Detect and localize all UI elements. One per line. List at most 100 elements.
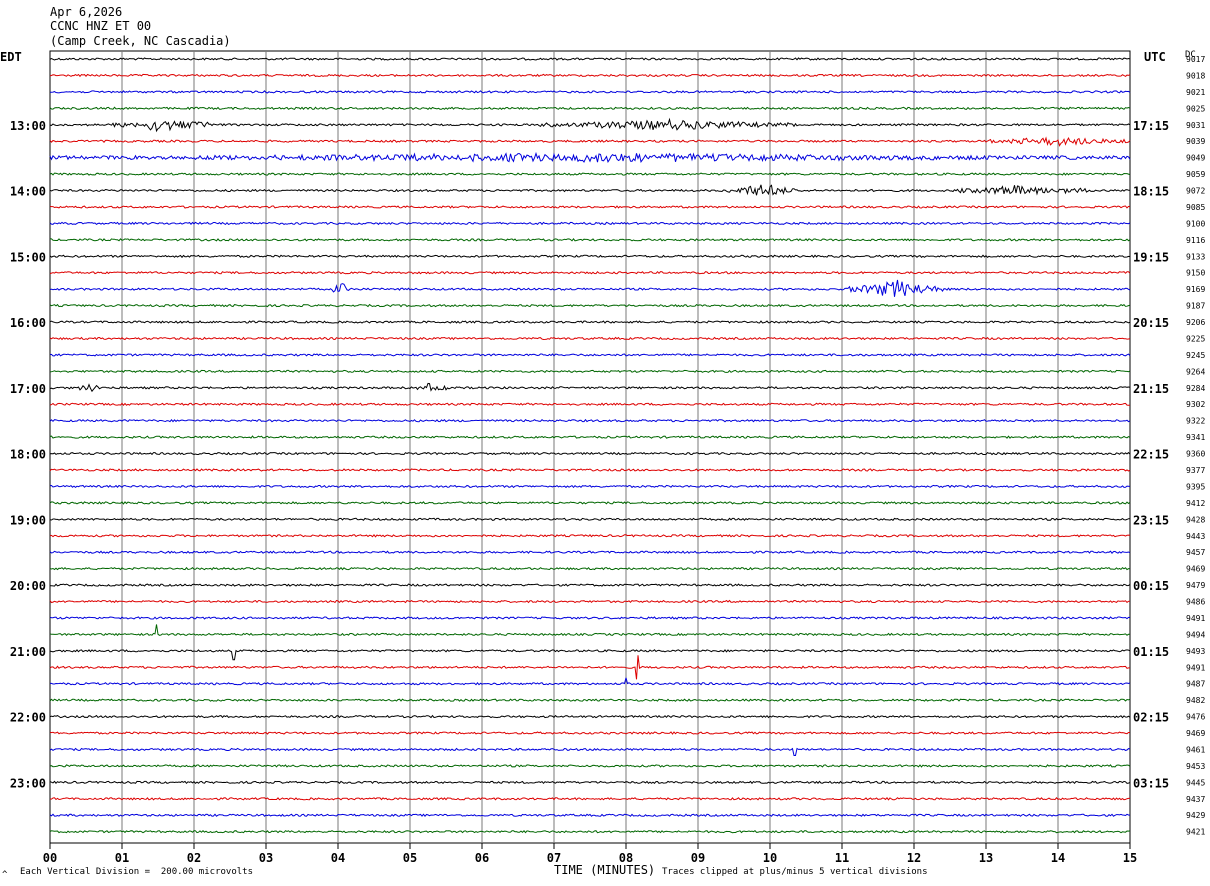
- utc-hour-label: 21:15: [1133, 382, 1169, 396]
- trace-line: [49, 353, 1131, 357]
- trace-line: [49, 73, 1131, 78]
- edt-hour-label: 16:00: [10, 316, 46, 330]
- dc-offset-label: 9284: [1186, 384, 1205, 393]
- trace-line: [49, 336, 1131, 341]
- trace-line: [49, 57, 1131, 61]
- trace-line: [49, 517, 1131, 522]
- dc-label: DC: [1185, 50, 1196, 60]
- dc-offset-label: 9017: [1186, 55, 1205, 64]
- dc-offset-label: 9461: [1186, 745, 1205, 754]
- trace-line: [50, 90, 1131, 94]
- edt-hour-label: 17:00: [10, 382, 46, 396]
- dc-offset-label: 9469: [1186, 729, 1205, 738]
- utc-axis-label: UTC: [1144, 50, 1166, 64]
- trace-line: [49, 451, 1131, 456]
- x-tick-label: 01: [115, 851, 129, 865]
- trace-line: [49, 418, 1131, 423]
- utc-hour-label: 02:15: [1133, 711, 1169, 725]
- dc-offset-label: 9445: [1186, 778, 1205, 787]
- trace-line: [50, 677, 1131, 686]
- x-tick-label: 15: [1123, 851, 1137, 865]
- dc-offset-label: 9264: [1186, 367, 1205, 376]
- x-tick-label: 00: [43, 851, 57, 865]
- dc-offset-label: 9025: [1186, 104, 1205, 113]
- edt-hour-label: 13:00: [10, 119, 46, 133]
- dc-offset-label: 9150: [1186, 269, 1205, 278]
- utc-hour-label: 19:15: [1133, 250, 1169, 264]
- trace-line: [49, 731, 1130, 735]
- trace-line: [49, 698, 1131, 702]
- x-tick-label: 06: [475, 851, 489, 865]
- dc-offset-label: 9443: [1186, 532, 1205, 541]
- clip-note: Traces clipped at plus/minus 5 vertical …: [662, 867, 928, 877]
- trace-line: [49, 616, 1131, 620]
- x-axis-title: TIME (MINUTES): [554, 863, 656, 877]
- trace-line: [49, 184, 1131, 196]
- trace-line: [49, 501, 1131, 505]
- edt-hour-label: 21:00: [10, 645, 46, 659]
- plot-frame: [49, 50, 1131, 844]
- dc-offset-label: 9206: [1186, 318, 1205, 327]
- utc-hour-label: 18:15: [1133, 185, 1169, 199]
- vertical-division-note: Each Vertical Division = 200.00 microvol…: [20, 867, 253, 877]
- dc-offset-label: 9341: [1186, 433, 1205, 442]
- trace-line: [49, 402, 1130, 406]
- dc-offset-label: 9302: [1186, 400, 1205, 409]
- dc-offset-label: 9486: [1186, 598, 1205, 607]
- trace-line: [49, 270, 1131, 275]
- dc-offset-label: 9225: [1186, 334, 1205, 343]
- edt-hour-label: 22:00: [10, 711, 46, 725]
- dc-offset-label: 9322: [1186, 417, 1205, 426]
- trace-line: [49, 764, 1131, 768]
- dc-offset-label: 9169: [1186, 285, 1205, 294]
- x-tick-label: 08: [619, 851, 633, 865]
- x-tick-label: 12: [907, 851, 921, 865]
- dc-offset-label: 9491: [1186, 663, 1205, 672]
- trace-line: [49, 106, 1131, 111]
- trace-line: [49, 205, 1131, 209]
- trace-line: [49, 747, 1131, 756]
- trace-line: [49, 649, 1131, 661]
- dc-offset-label: 9429: [1186, 811, 1205, 820]
- dc-offset-label: 9482: [1186, 696, 1205, 705]
- dc-offset-label: 9100: [1186, 219, 1205, 228]
- dc-offset-label: 9493: [1186, 647, 1205, 656]
- edt-hour-label: 18:00: [10, 448, 46, 462]
- trace-line: [49, 830, 1131, 834]
- trace-line: [49, 303, 1131, 308]
- trace-line: [49, 550, 1131, 554]
- edt-hour-label: 20:00: [10, 579, 46, 593]
- x-tick-label: 04: [331, 851, 345, 865]
- trace-line: [49, 714, 1131, 719]
- x-tick-label: 05: [403, 851, 417, 865]
- trace-line: [49, 813, 1131, 817]
- dc-offset-label: 9491: [1186, 614, 1205, 623]
- x-tick-label: 07: [547, 851, 561, 865]
- trace-line: [49, 599, 1131, 604]
- utc-hour-label: 00:15: [1133, 579, 1169, 593]
- dc-offset-label: 9428: [1186, 515, 1205, 524]
- trace-line: [49, 136, 1131, 147]
- x-tick-label: 14: [1051, 851, 1065, 865]
- dc-offset-label: 9018: [1186, 71, 1205, 80]
- trace-line: [49, 320, 1131, 324]
- x-tick-label: 02: [187, 851, 201, 865]
- utc-hour-label: 17:15: [1133, 119, 1169, 133]
- dc-offset-label: 9487: [1186, 680, 1205, 689]
- trace-line: [49, 369, 1131, 374]
- dc-offset-label: 9031: [1186, 121, 1205, 130]
- trace-line: [49, 533, 1131, 538]
- utc-hour-label: 22:15: [1133, 448, 1169, 462]
- dc-offset-label: 9494: [1186, 630, 1205, 639]
- utc-hour-label: 20:15: [1133, 316, 1169, 330]
- dc-offset-label: 9453: [1186, 762, 1205, 771]
- dc-offset-label: 9457: [1186, 548, 1205, 557]
- trace-line: [49, 484, 1131, 489]
- trace-line: [49, 797, 1131, 801]
- dc-offset-label: 9437: [1186, 795, 1205, 804]
- trace-line: [49, 624, 1131, 637]
- x-tick-label: 13: [979, 851, 993, 865]
- utc-hour-label: 01:15: [1133, 645, 1169, 659]
- dc-offset-label: 9021: [1186, 88, 1205, 97]
